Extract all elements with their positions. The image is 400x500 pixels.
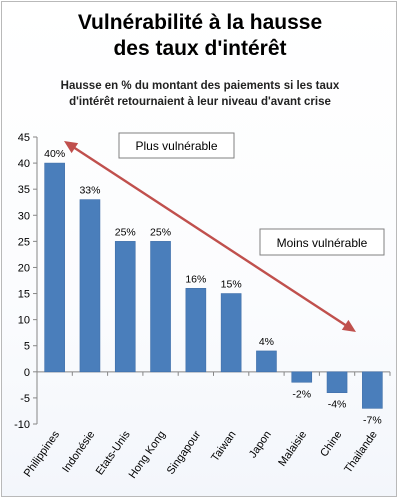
- data-label: -4%: [328, 399, 347, 411]
- y-tick-label: -5: [20, 393, 30, 405]
- more-vulnerable-box: [118, 132, 235, 159]
- bar: [256, 350, 277, 373]
- less-vulnerable-box: [259, 228, 385, 256]
- y-tick-label: -10: [14, 419, 30, 431]
- less-vulnerable-label: Moins vulnérable: [277, 236, 368, 250]
- bar: [44, 162, 65, 373]
- arrow-head-start: [64, 141, 79, 154]
- x-category-label: Indonésie: [60, 429, 97, 475]
- data-label: -7%: [363, 414, 382, 426]
- bar: [291, 371, 313, 383]
- bar: [185, 288, 207, 373]
- x-category-label: Thailande: [342, 429, 380, 475]
- y-tick-label: 30: [18, 210, 30, 222]
- chart-subtitle: Hausse en % du montant des paiements si …: [0, 78, 400, 110]
- x-category-label: Philippines: [22, 428, 63, 479]
- x-category-label: Hong Kong: [127, 429, 168, 481]
- data-label: -2%: [292, 388, 311, 400]
- bar: [79, 199, 101, 373]
- x-category-label: Chine: [318, 429, 344, 459]
- data-label: 33%: [79, 185, 100, 197]
- x-category-label: Japon: [247, 429, 274, 460]
- x-category-label: Malaisie: [276, 429, 309, 469]
- y-tick-label: 45: [18, 132, 30, 144]
- y-tick-label: 5: [24, 341, 30, 353]
- y-tick-label: 35: [18, 184, 30, 196]
- chart-title-line-2: des taux d'intérêt: [113, 37, 287, 60]
- y-tick-label: 10: [18, 315, 30, 327]
- more-vulnerable-label: Plus vulnérable: [135, 139, 217, 153]
- data-label: 4%: [259, 336, 274, 348]
- data-label: 25%: [115, 226, 136, 238]
- bar: [362, 371, 383, 409]
- bar: [220, 293, 242, 373]
- y-tick-label: 0: [24, 367, 30, 379]
- x-category-label: Taiwan: [209, 429, 238, 464]
- bar: [150, 241, 171, 373]
- x-category-label: Etats-Unis: [94, 428, 133, 477]
- y-tick-label: 40: [18, 158, 30, 170]
- bar: [326, 371, 348, 393]
- chart-subtitle-line-1: Hausse en % du montant des paiements si …: [60, 80, 340, 92]
- y-tick-label: 15: [18, 289, 30, 301]
- x-category-label: Singapour: [165, 429, 204, 477]
- bar: [114, 241, 136, 373]
- data-label: 25%: [150, 226, 171, 238]
- arrow-head-end: [341, 319, 356, 332]
- arrow-shaft: [71, 145, 349, 328]
- chart-subtitle-line-2: d'intérêt retournaient à leur niveau d'a…: [69, 96, 331, 108]
- y-tick-label: 20: [18, 262, 30, 274]
- chart-title: Vulnérabilité à la hausse des taux d'int…: [0, 10, 400, 62]
- chart-title-line-1: Vulnérabilité à la hausse: [77, 11, 323, 34]
- data-label: 16%: [185, 273, 206, 285]
- data-label: 15%: [221, 279, 242, 291]
- data-label: 40%: [44, 148, 65, 160]
- y-tick-label: 25: [18, 236, 30, 248]
